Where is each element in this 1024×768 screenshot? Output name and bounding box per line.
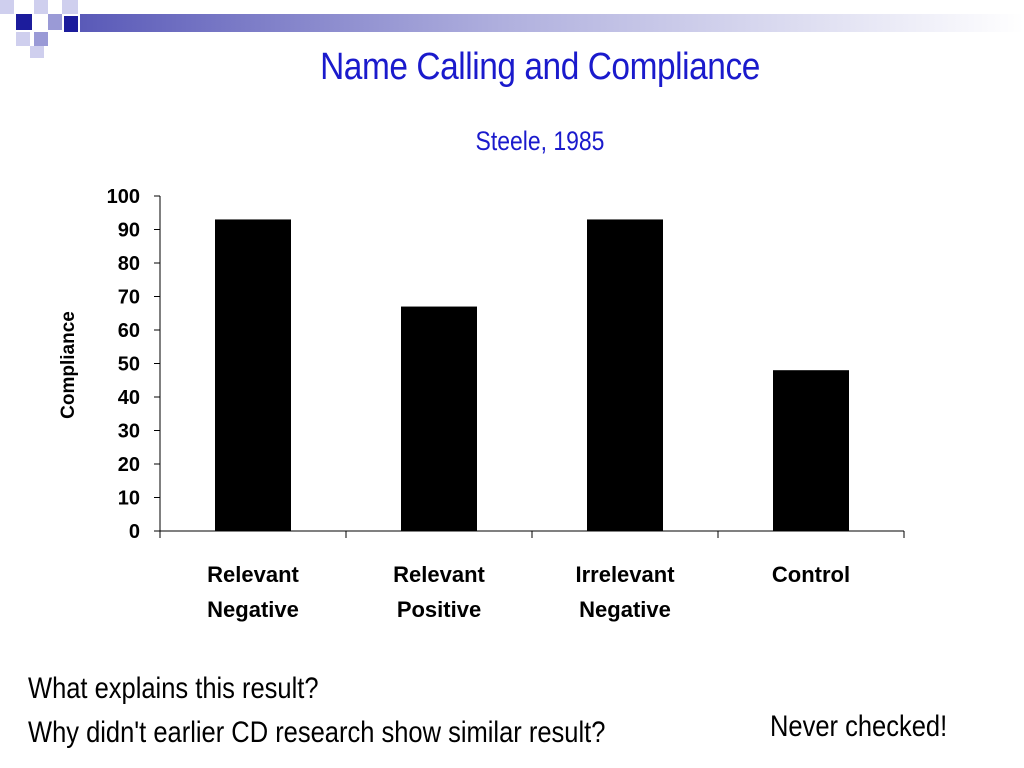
- deco-square: [48, 14, 62, 30]
- y-tick-label: 80: [118, 253, 140, 275]
- x-category-label-line: Negative: [207, 597, 299, 622]
- x-category-label: Control: [772, 562, 850, 587]
- y-tick-label: 40: [118, 387, 140, 409]
- bar: [587, 219, 663, 531]
- deco-square: [62, 0, 78, 14]
- y-tick-label: 90: [118, 220, 140, 242]
- question-2: Why didn't earlier CD research show simi…: [28, 716, 606, 749]
- y-tick-label: 0: [129, 521, 140, 543]
- x-category-label-line: Negative: [579, 597, 671, 622]
- deco-square: [34, 0, 48, 14]
- y-tick-label: 30: [118, 421, 140, 443]
- slide-title: Name Calling and Compliance: [320, 46, 760, 88]
- bar: [773, 370, 849, 531]
- header-gradient-bar: [80, 14, 1024, 32]
- x-category-label-line: Positive: [397, 597, 481, 622]
- slide-subtitle: Steele, 1985: [475, 126, 605, 156]
- x-category-label-line: Irrelevant: [575, 562, 675, 587]
- deco-square: [16, 14, 32, 30]
- y-tick-label: 70: [118, 287, 140, 309]
- x-category-label: Relevant Positive: [393, 562, 485, 622]
- y-tick-label: 50: [118, 354, 140, 376]
- x-category-label: Irrelevant Negative: [575, 562, 675, 622]
- y-tick-label: 60: [118, 320, 140, 342]
- deco-square: [16, 32, 30, 46]
- bar: [401, 306, 477, 531]
- deco-square: [0, 0, 14, 14]
- deco-square: [64, 16, 78, 32]
- x-category-label-line: Relevant: [207, 562, 299, 587]
- never-checked-note: Never checked!: [770, 710, 948, 743]
- question-1: What explains this result?: [28, 672, 319, 705]
- bar: [215, 219, 291, 531]
- x-category-label-line: Control: [772, 562, 850, 587]
- y-tick-label: 20: [118, 454, 140, 476]
- y-axis-label: Compliance: [58, 311, 79, 419]
- deco-square: [30, 46, 44, 58]
- y-tick-label: 10: [118, 488, 140, 510]
- y-tick-label: 100: [107, 186, 140, 208]
- slide-header-decoration: [0, 0, 1024, 58]
- deco-square: [34, 32, 48, 46]
- x-category-label-line: Relevant: [393, 562, 485, 587]
- x-category-label: Relevant Negative: [207, 562, 299, 622]
